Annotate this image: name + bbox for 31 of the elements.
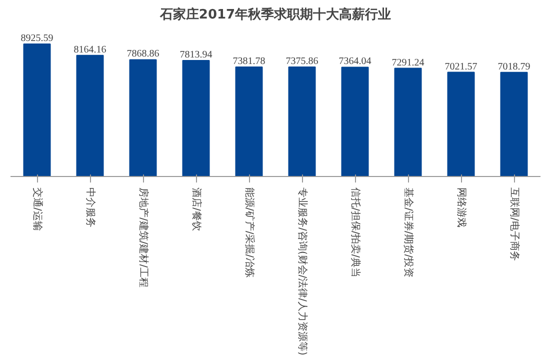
x-tick-label: 中介服务 (84, 188, 96, 228)
bar (235, 66, 263, 176)
data-label: 8164.16 (74, 44, 106, 56)
x-tick-label: 专业服务/咨询(财会/法律/人力资源等) (296, 188, 308, 356)
data-label: 7018.79 (498, 61, 530, 72)
data-label: 7291.24 (392, 57, 424, 68)
x-tick-label: 酒店/餐饮 (190, 188, 202, 231)
bar (76, 54, 104, 176)
x-tick-label: 网络游戏 (456, 188, 468, 228)
x-tick-label: 房地产/建筑/建材/工程 (138, 188, 150, 288)
x-tick-label: 信托/担保/拍卖/典当 (350, 188, 362, 278)
x-tick-label: 互联网/电子商务 (508, 188, 520, 261)
data-label: 7364.04 (338, 56, 372, 68)
bar (23, 44, 51, 176)
bar (129, 59, 157, 176)
data-label: 7868.86 (126, 48, 160, 60)
chart-title: 石家庄2017年秋季求职期十大高薪行业 (158, 6, 392, 22)
data-label: 8925.59 (20, 33, 54, 44)
bar (394, 68, 422, 176)
data-label: 7021.57 (444, 61, 478, 72)
x-tick-label: 能源/矿产/采掘/冶炼 (244, 188, 256, 278)
bar (500, 72, 528, 176)
data-label: 7813.94 (180, 50, 212, 61)
bar (182, 60, 210, 176)
bar (447, 72, 475, 176)
data-label: 7375.86 (286, 56, 318, 68)
bar (341, 66, 369, 176)
bar (288, 66, 316, 176)
x-tick-label: 交通/运输 (32, 188, 44, 231)
data-label: 7381.78 (232, 56, 266, 67)
x-tick-label: 基金/证券/期货/投资 (402, 188, 414, 278)
